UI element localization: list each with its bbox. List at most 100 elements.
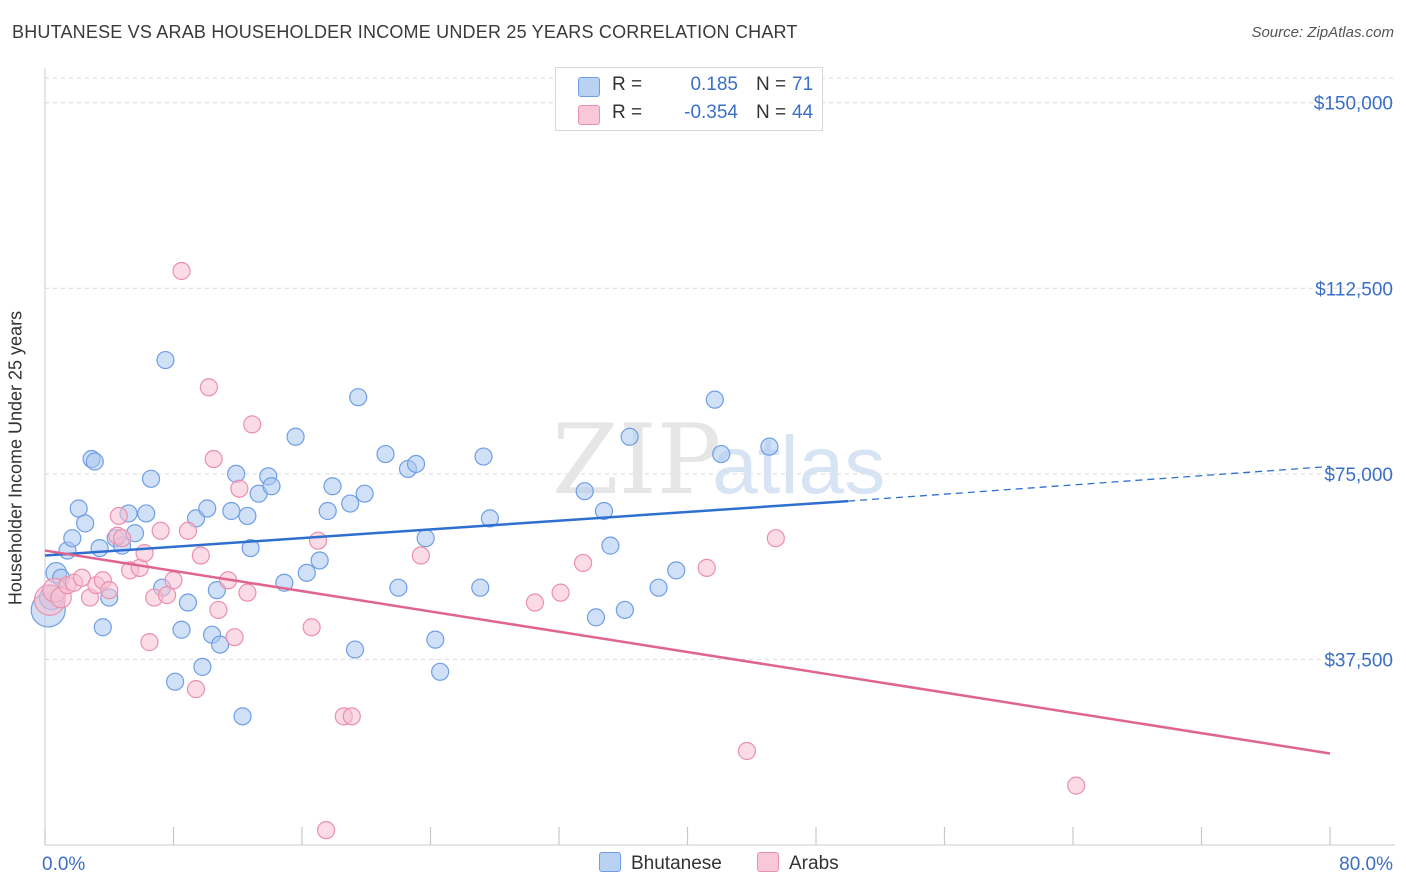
bhutanese-point [323,477,342,496]
source-label: Source: ZipAtlas.com [1251,24,1394,41]
arab-point [199,378,218,397]
arab-point [112,529,132,548]
bhutanese-point [318,501,337,521]
bhutanese-point [172,620,191,639]
chart-title: BHUTANESE VS ARAB HOUSEHOLDER INCOME UND… [12,22,798,42]
arab-point [697,558,716,577]
y-axis-label: Householder Income Under 25 years [5,310,26,606]
tick-label-layer: $37,500 $75,000 $112,500 $150,000 0.0% 80.0% [42,94,1393,875]
bhutanese-point [575,482,594,501]
bhutanese-point [227,464,246,483]
arab-point [573,553,593,573]
legend-swatch-arabs [578,105,600,125]
watermark-atlas: atlas [712,420,885,511]
arab-point [209,600,228,620]
arab-point [72,568,92,587]
arab-point [191,546,210,565]
arab-point [316,821,336,840]
legend-r-value: -0.354 [684,102,738,123]
bhutanese-point [193,657,212,676]
bhutanese-point [233,707,252,726]
arab-point [135,543,154,563]
legend-r-value: 0.185 [690,74,738,95]
arab-point [204,449,223,469]
bhutanese-point [705,390,724,409]
points-layer [30,261,1086,840]
bhutanese-trend-extension [848,465,1331,502]
bhutanese-point [649,578,668,597]
x-tick-label: 0.0% [42,854,85,875]
bhutanese-point [262,477,281,496]
arab-point [766,529,785,548]
bhutanese-point [76,514,95,533]
bhutanese-point [241,538,260,558]
bhutanese-point [601,536,620,555]
arab-point [164,571,183,590]
bhutanese-point [355,484,374,503]
bhutanese-point [760,437,779,456]
bhutanese-point [156,350,175,370]
bhutanese-point [238,506,257,526]
bhutanese-point [85,452,104,471]
legend-n-label: N = [756,102,787,123]
bhutanese-point [349,388,368,407]
grid-layer [45,77,1395,660]
bhutanese-point [166,672,185,691]
bhutanese-point [586,608,606,627]
bhutanese-point [416,529,435,548]
bottom-legend-bhutanese: Bhutanese [599,852,722,875]
bhutanese-point [712,444,731,464]
y-tick-label: $37,500 [1324,650,1393,671]
legend-n-value: 71 [792,74,814,95]
bhutanese-trend-line [44,499,849,557]
bhutanese-point [90,538,109,558]
bhutanese-point [594,501,614,521]
bhutanese-point [178,593,198,612]
legend-swatch-bhutanese [578,77,600,97]
legend-r-label: R = [612,74,643,95]
bhutanese-point [286,427,305,446]
bhutanese-point [426,630,445,649]
bhutanese-point [141,469,161,488]
arab-point [100,581,119,600]
arab-point [172,261,191,281]
arab-point [551,583,570,602]
bhutanese-point [198,499,217,518]
bottom-legend-swatch-arabs [757,852,779,872]
bhutanese-point [341,494,360,513]
bhutanese-point [93,618,112,637]
arab-point [225,628,244,647]
bottom-legend-label: Arabs [789,853,839,874]
axis-layer [44,68,1395,846]
arab-point [1067,776,1086,795]
bottom-legend-label: Bhutanese [631,853,722,874]
correlation-legend: R = 0.185 N = 71 R = -0.354 N = 44 [555,67,823,131]
arab-point [109,506,128,526]
y-tick-label: $112,500 [1315,279,1393,300]
bhutanese-point [310,551,329,570]
x-tick-label: 80.0% [1339,854,1393,875]
arab-point [243,415,262,434]
bhutanese-point [210,635,230,654]
y-tick-label: $75,000 [1324,465,1393,486]
bhutanese-point [222,501,241,521]
arab-point [342,707,361,726]
legend-r-label: R = [612,102,643,123]
arab-point [186,680,206,699]
bhutanese-point [137,504,156,523]
bottom-legend-arabs: Arabs [757,852,839,875]
arab-point [230,479,249,498]
arab-point [302,618,321,637]
arab-point [411,546,430,565]
bhutanese-point [389,578,408,597]
y-tick-label: $150,000 [1314,94,1393,115]
bhutanese-point [615,600,634,620]
bhutanese-point [474,447,493,466]
trend-layer [44,465,1331,755]
bhutanese-point [620,427,639,446]
bhutanese-point [297,563,316,582]
arab-point [308,531,328,550]
bhutanese-point [471,578,490,597]
watermark: ZIP atlas [552,404,885,516]
